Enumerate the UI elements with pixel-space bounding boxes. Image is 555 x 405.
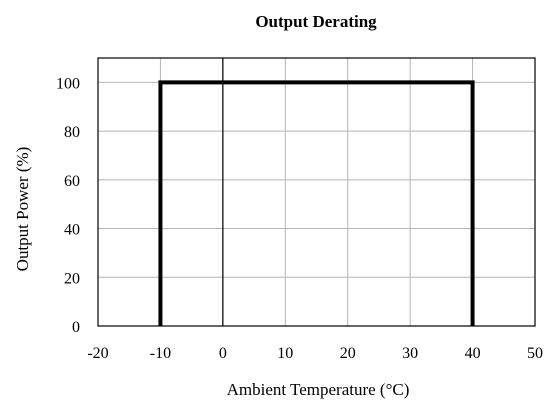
x-tick-label: 10: [277, 345, 293, 362]
x-tick-label: -20: [87, 345, 108, 362]
x-tick-label: 30: [402, 345, 418, 362]
x-tick-labels: -20 -10 0 10 20 30 40 50: [87, 345, 543, 362]
series-line-1: [158, 80, 475, 326]
y-tick-label: 0: [72, 319, 80, 336]
chart-title: Output Derating: [255, 12, 377, 31]
y-tick-label: 60: [64, 173, 80, 190]
plot-frame: [97, 57, 536, 327]
y-tick-label: 100: [56, 75, 80, 92]
y-tick-label: 80: [64, 124, 80, 141]
plot-area: [98, 58, 535, 326]
x-tick-label: 0: [219, 345, 227, 362]
x-tick-label: -10: [150, 345, 171, 362]
y-tick-labels: 0 20 40 60 80 100: [56, 75, 80, 336]
y-tick-label: 40: [64, 222, 80, 239]
x-tick-label: 50: [527, 345, 543, 362]
x-tick-label: 40: [465, 345, 481, 362]
series-layer: [158, 80, 475, 326]
y-axis-label: Output Power (%): [13, 147, 32, 272]
x-axis-label: Ambient Temperature (°C): [227, 380, 410, 399]
x-tick-label: 20: [340, 345, 356, 362]
y-tick-label: 20: [64, 270, 80, 287]
